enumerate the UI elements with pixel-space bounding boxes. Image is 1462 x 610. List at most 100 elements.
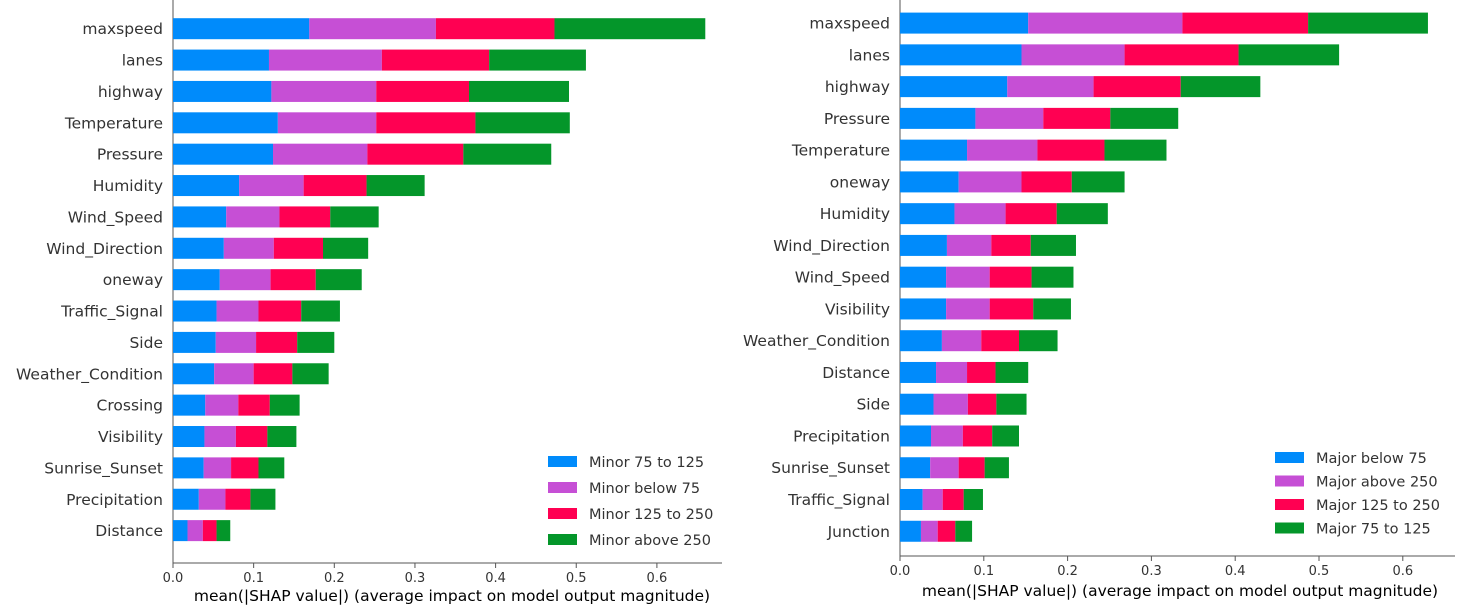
bar-segment xyxy=(1019,330,1058,352)
bar-segment xyxy=(216,520,231,542)
bar-segment xyxy=(941,330,982,352)
feature-label: Temperature xyxy=(791,142,890,160)
legend-label: Major below 75 xyxy=(1316,451,1427,467)
bar-segment xyxy=(258,457,285,479)
bar-segment xyxy=(554,18,706,40)
bar-segment xyxy=(937,520,956,542)
bar-segment xyxy=(920,520,938,542)
bar-segment xyxy=(1030,234,1076,256)
bar-segment xyxy=(303,175,367,197)
feature-label: Weather_Condition xyxy=(743,332,890,351)
bar-segment xyxy=(989,266,1032,288)
chart-major-severity: maxspeed lanes highway Pressure Temperature o… xyxy=(743,0,1455,600)
bar-segment xyxy=(273,237,324,259)
bar-segment xyxy=(1093,76,1181,98)
bar-segment xyxy=(173,237,224,259)
bar-segment xyxy=(900,298,947,320)
x-tick-label: 0.6 xyxy=(1392,564,1413,579)
bar-segment xyxy=(173,80,272,102)
bar-segment xyxy=(989,298,1034,320)
bar-segment xyxy=(922,489,943,510)
bar-segment xyxy=(1124,44,1239,66)
bar-segment xyxy=(366,175,425,197)
bar-segment xyxy=(173,488,199,510)
chart-minor-severity: maxspeed lanes highway Temperature Pressure H… xyxy=(16,0,722,605)
x-tick-label: 0.0 xyxy=(890,564,911,579)
x-tick-label: 0.0 xyxy=(163,571,184,586)
bar-segment xyxy=(223,237,274,259)
legend: Minor 75 to 125 Minor below 75 Minor 125 t… xyxy=(548,455,713,549)
bar-segment xyxy=(900,457,931,479)
bar-segment xyxy=(271,80,377,102)
bar-segment xyxy=(900,234,947,256)
x-tick-label: 0.3 xyxy=(405,571,426,586)
bar-segment xyxy=(991,234,1031,256)
x-axis-title: mean(|SHAP value|) (average impact on mo… xyxy=(194,587,710,605)
feature-label: highway xyxy=(98,83,163,101)
feature-label: Crossing xyxy=(97,397,163,415)
feature-label: Pressure xyxy=(824,110,890,128)
bar-segment xyxy=(995,361,1029,383)
bar-segment xyxy=(1308,12,1428,34)
bar-segment xyxy=(900,203,955,225)
bar-segment xyxy=(216,300,259,322)
legend: Major below 75 Major above 250 Major 125 t… xyxy=(1275,451,1440,538)
bar-segment xyxy=(203,457,232,479)
bar-segment xyxy=(900,44,1022,66)
bar-segment xyxy=(173,457,204,479)
x-tick-label: 0.4 xyxy=(485,571,506,586)
feature-label: Side xyxy=(129,334,163,352)
bar-segment xyxy=(942,489,964,510)
bar-segment xyxy=(205,394,239,416)
bar-segment xyxy=(981,330,1019,352)
bar-segment xyxy=(277,112,377,134)
bar-segment xyxy=(900,393,934,415)
bar-segment xyxy=(1037,139,1105,161)
bar-segment xyxy=(173,520,188,542)
feature-label: Junction xyxy=(827,523,890,541)
bar-segment xyxy=(173,175,240,197)
bar-segment xyxy=(219,269,271,291)
bar-segment xyxy=(215,331,257,353)
bar-segment xyxy=(173,300,217,322)
feature-label: Traffic_Signal xyxy=(60,303,163,322)
bar-segment xyxy=(238,394,270,416)
bar-segment xyxy=(297,331,335,353)
legend-swatch xyxy=(548,508,577,519)
feature-label: Humidity xyxy=(93,177,163,195)
bar-segment xyxy=(330,206,379,228)
bar-segment xyxy=(435,18,555,40)
legend-swatch xyxy=(1275,452,1304,463)
bar-segment xyxy=(962,425,993,447)
bar-segment xyxy=(173,49,269,71)
x-tick-label: 0.4 xyxy=(1225,564,1246,579)
bar-segment xyxy=(900,171,959,193)
bar-segment xyxy=(376,112,476,134)
bar-segment xyxy=(202,520,217,542)
bar-segment xyxy=(1238,44,1340,66)
bar-segment xyxy=(309,18,436,40)
bar-segment xyxy=(173,112,278,134)
feature-label: Visibility xyxy=(98,428,163,446)
bar-segment xyxy=(315,269,362,291)
bar-segment xyxy=(1021,171,1072,193)
legend-swatch xyxy=(1275,499,1304,510)
x-tick-label: 0.5 xyxy=(566,571,587,586)
x-tick-label: 0.1 xyxy=(973,564,994,579)
bar-segment xyxy=(900,425,932,447)
bar-segment xyxy=(946,234,992,256)
bar-segment xyxy=(996,393,1027,415)
bar-segment xyxy=(489,49,586,71)
bar-segment xyxy=(967,361,996,383)
bar-segment xyxy=(1182,12,1309,34)
bar-segment xyxy=(1021,44,1125,66)
bar-segment xyxy=(250,488,276,510)
bar-segment xyxy=(1071,171,1125,193)
feature-label: Weather_Condition xyxy=(16,365,163,384)
feature-label: Sunrise_Sunset xyxy=(44,459,163,478)
legend-swatch xyxy=(548,534,577,545)
bar-segment xyxy=(984,457,1009,479)
bar-segment xyxy=(367,143,464,165)
bar-segment xyxy=(173,426,205,448)
